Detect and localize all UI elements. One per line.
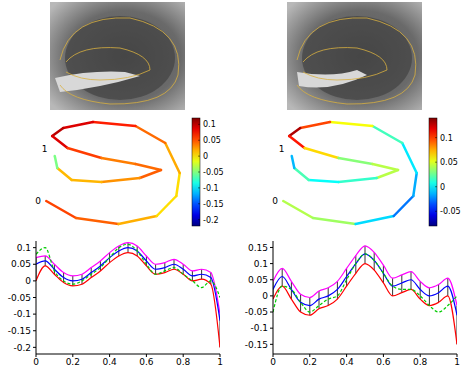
svg-text:-0.15: -0.15 (203, 200, 224, 209)
svg-text:0.2: 0.2 (303, 357, 317, 367)
svg-text:0: 0 (440, 183, 445, 192)
svg-text:1: 1 (217, 357, 223, 367)
svg-text:-0.05: -0.05 (203, 168, 224, 177)
svg-text:0.4: 0.4 (102, 357, 117, 367)
svg-text:0: 0 (25, 276, 31, 286)
svg-text:-0.1: -0.1 (250, 323, 268, 333)
svg-text:-0.2: -0.2 (203, 216, 219, 225)
svg-text:0: 0 (35, 196, 41, 206)
svg-text:0.05: 0.05 (248, 275, 268, 285)
svg-text:1: 1 (42, 144, 48, 154)
svg-text:0: 0 (262, 291, 268, 301)
svg-text:-0.05: -0.05 (8, 293, 31, 303)
svg-text:0.05: 0.05 (203, 136, 221, 145)
svg-text:0.1: 0.1 (17, 243, 31, 253)
svg-text:-0.05: -0.05 (245, 307, 268, 317)
svg-text:0: 0 (272, 196, 278, 206)
svg-text:0.6: 0.6 (376, 357, 391, 367)
svg-text:0.4: 0.4 (339, 357, 354, 367)
svg-text:-0.2: -0.2 (13, 343, 31, 353)
svg-text:-0.1: -0.1 (203, 184, 219, 193)
svg-text:0.2: 0.2 (66, 357, 80, 367)
svg-text:1: 1 (454, 357, 460, 367)
svg-text:0: 0 (203, 152, 208, 161)
svg-text:0: 0 (33, 357, 39, 367)
svg-text:0.1: 0.1 (440, 134, 453, 143)
svg-text:-0.1: -0.1 (13, 309, 31, 319)
svg-text:0.05: 0.05 (11, 259, 31, 269)
svg-text:0.6: 0.6 (139, 357, 154, 367)
svg-text:0.15: 0.15 (248, 243, 268, 253)
svg-text:0.05: 0.05 (440, 158, 458, 167)
svg-text:1: 1 (279, 144, 285, 154)
svg-text:0.8: 0.8 (413, 357, 428, 367)
svg-text:0.1: 0.1 (254, 259, 268, 269)
svg-text:-0.15: -0.15 (8, 326, 31, 336)
svg-text:-0.05: -0.05 (440, 207, 461, 216)
svg-text:0: 0 (270, 357, 276, 367)
svg-text:-0.15: -0.15 (245, 340, 268, 350)
svg-text:0.8: 0.8 (176, 357, 191, 367)
svg-text:0.1: 0.1 (203, 120, 216, 129)
